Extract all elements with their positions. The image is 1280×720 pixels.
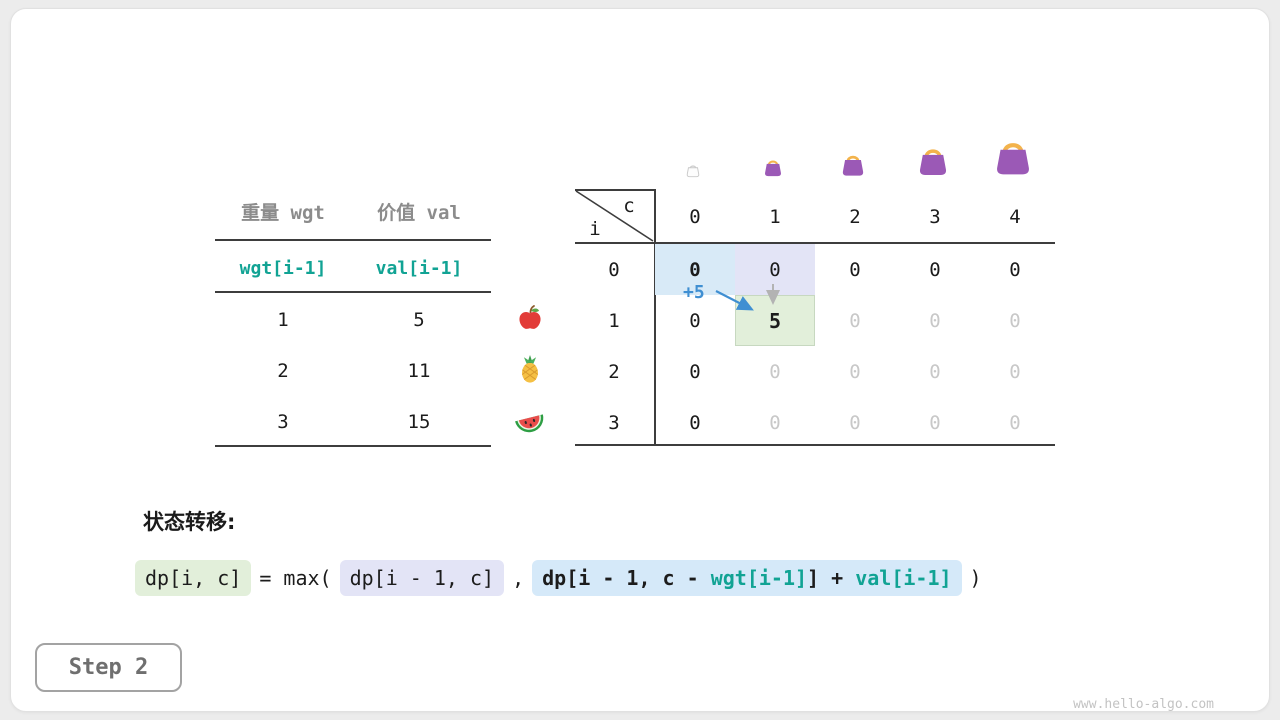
dp-cell-0-4: 0 bbox=[1009, 258, 1021, 281]
dp-cell-1-4: 0 bbox=[1009, 309, 1021, 332]
item-row-1-weight: 1 bbox=[277, 309, 289, 331]
formula-arg2-val: val[i-1] bbox=[855, 566, 952, 590]
dp-cell-0-3: 0 bbox=[929, 258, 941, 281]
dp-corner-col-var: c bbox=[623, 195, 635, 217]
dp-cell-2-0: 0 bbox=[689, 360, 701, 383]
bag-small-icon bbox=[762, 156, 784, 178]
dp-cell-0-1: 0 bbox=[735, 244, 815, 295]
dp-col-header-2: 2 bbox=[849, 206, 861, 228]
formula-close-paren: ) bbox=[969, 566, 982, 590]
bag-empty-icon bbox=[685, 162, 701, 178]
plus-five-annotation: +5 bbox=[683, 282, 705, 303]
dp-cell-0-2: 0 bbox=[849, 258, 861, 281]
watermark: www.hello-algo.com bbox=[1073, 697, 1214, 712]
item-row-2-weight: 2 bbox=[277, 360, 289, 382]
dp-corner-row-var: i bbox=[589, 218, 601, 240]
dp-row-header-0: 0 bbox=[608, 258, 620, 281]
dp-cell-3-1: 0 bbox=[769, 411, 781, 434]
dp-cell-1-2: 0 bbox=[849, 309, 861, 332]
items-table-rule-mid bbox=[215, 291, 491, 293]
items-table-rule-bottom bbox=[215, 445, 491, 447]
formula-lhs-chip: dp[i, c] bbox=[135, 560, 252, 596]
bag-large-icon bbox=[915, 142, 951, 178]
dp-cell-2-2: 0 bbox=[849, 360, 861, 383]
formula-arg2-prefix: dp[i - 1, c - bbox=[542, 566, 711, 590]
formula-comma: , bbox=[512, 566, 525, 590]
dp-row-header-3: 3 bbox=[608, 411, 620, 434]
items-table-subheader-wgt: wgt[i-1] bbox=[239, 257, 327, 279]
formula-arg2-mid: ] + bbox=[807, 566, 856, 590]
formula-arg2-chip: dp[i - 1, c - wgt[i-1]] + val[i-1] bbox=[532, 560, 962, 596]
dp-table-bottom-rule bbox=[575, 444, 1055, 446]
dp-table-header-rule bbox=[575, 242, 1055, 244]
items-table-header-weight: 重量 wgt bbox=[241, 201, 325, 224]
dp-cell-0-0: 0 bbox=[655, 244, 735, 295]
dp-cell-2-1: 0 bbox=[769, 360, 781, 383]
item-row-1-value: 5 bbox=[413, 309, 425, 331]
dp-table-vertical-rule bbox=[654, 189, 656, 446]
dp-cell-3-3: 0 bbox=[929, 411, 941, 434]
formula-arg1-chip: dp[i - 1, c] bbox=[339, 560, 505, 596]
dp-col-header-4: 4 bbox=[1009, 206, 1021, 228]
dp-cell-1-0: 0 bbox=[689, 309, 701, 332]
dp-cell-2-4: 0 bbox=[1009, 360, 1021, 383]
items-table-subheader-val: val[i-1] bbox=[375, 257, 463, 279]
dp-row-header-2: 2 bbox=[608, 360, 620, 383]
dp-cell-1-3: 0 bbox=[929, 309, 941, 332]
step-badge-label: Step 2 bbox=[68, 655, 149, 680]
dp-cell-3-2: 0 bbox=[849, 411, 861, 434]
dp-cell-1-1: 5 bbox=[735, 295, 815, 346]
bag-xlarge-icon bbox=[991, 134, 1035, 178]
dp-col-header-1: 1 bbox=[769, 206, 781, 228]
watermelon-icon bbox=[513, 405, 547, 439]
bag-medium-icon bbox=[839, 150, 867, 178]
dp-col-header-3: 3 bbox=[929, 206, 941, 228]
item-row-2-value: 11 bbox=[407, 360, 431, 382]
transition-label: 状态转移: bbox=[143, 510, 236, 534]
formula-operator: = max( bbox=[259, 566, 332, 590]
transition-formula: dp[i, c] = max( dp[i - 1, c] , dp[i - 1,… bbox=[135, 560, 982, 596]
apple-icon bbox=[515, 303, 545, 333]
pineapple-icon bbox=[515, 354, 545, 384]
dp-cell-2-3: 0 bbox=[929, 360, 941, 383]
item-row-3-value: 15 bbox=[407, 411, 431, 433]
dp-cell-3-0: 0 bbox=[689, 411, 701, 434]
dp-cell-3-4: 0 bbox=[1009, 411, 1021, 434]
step-badge: Step 2 bbox=[35, 643, 182, 692]
dp-table-corner-top-rule bbox=[575, 189, 655, 191]
dp-row-header-1: 1 bbox=[608, 309, 620, 332]
formula-arg2-wgt: wgt[i-1] bbox=[710, 566, 808, 590]
item-row-3-weight: 3 bbox=[277, 411, 289, 433]
items-table-rule-top bbox=[215, 239, 491, 241]
items-table-header-value: 价值 val bbox=[377, 201, 461, 224]
dp-col-header-0: 0 bbox=[689, 206, 701, 228]
